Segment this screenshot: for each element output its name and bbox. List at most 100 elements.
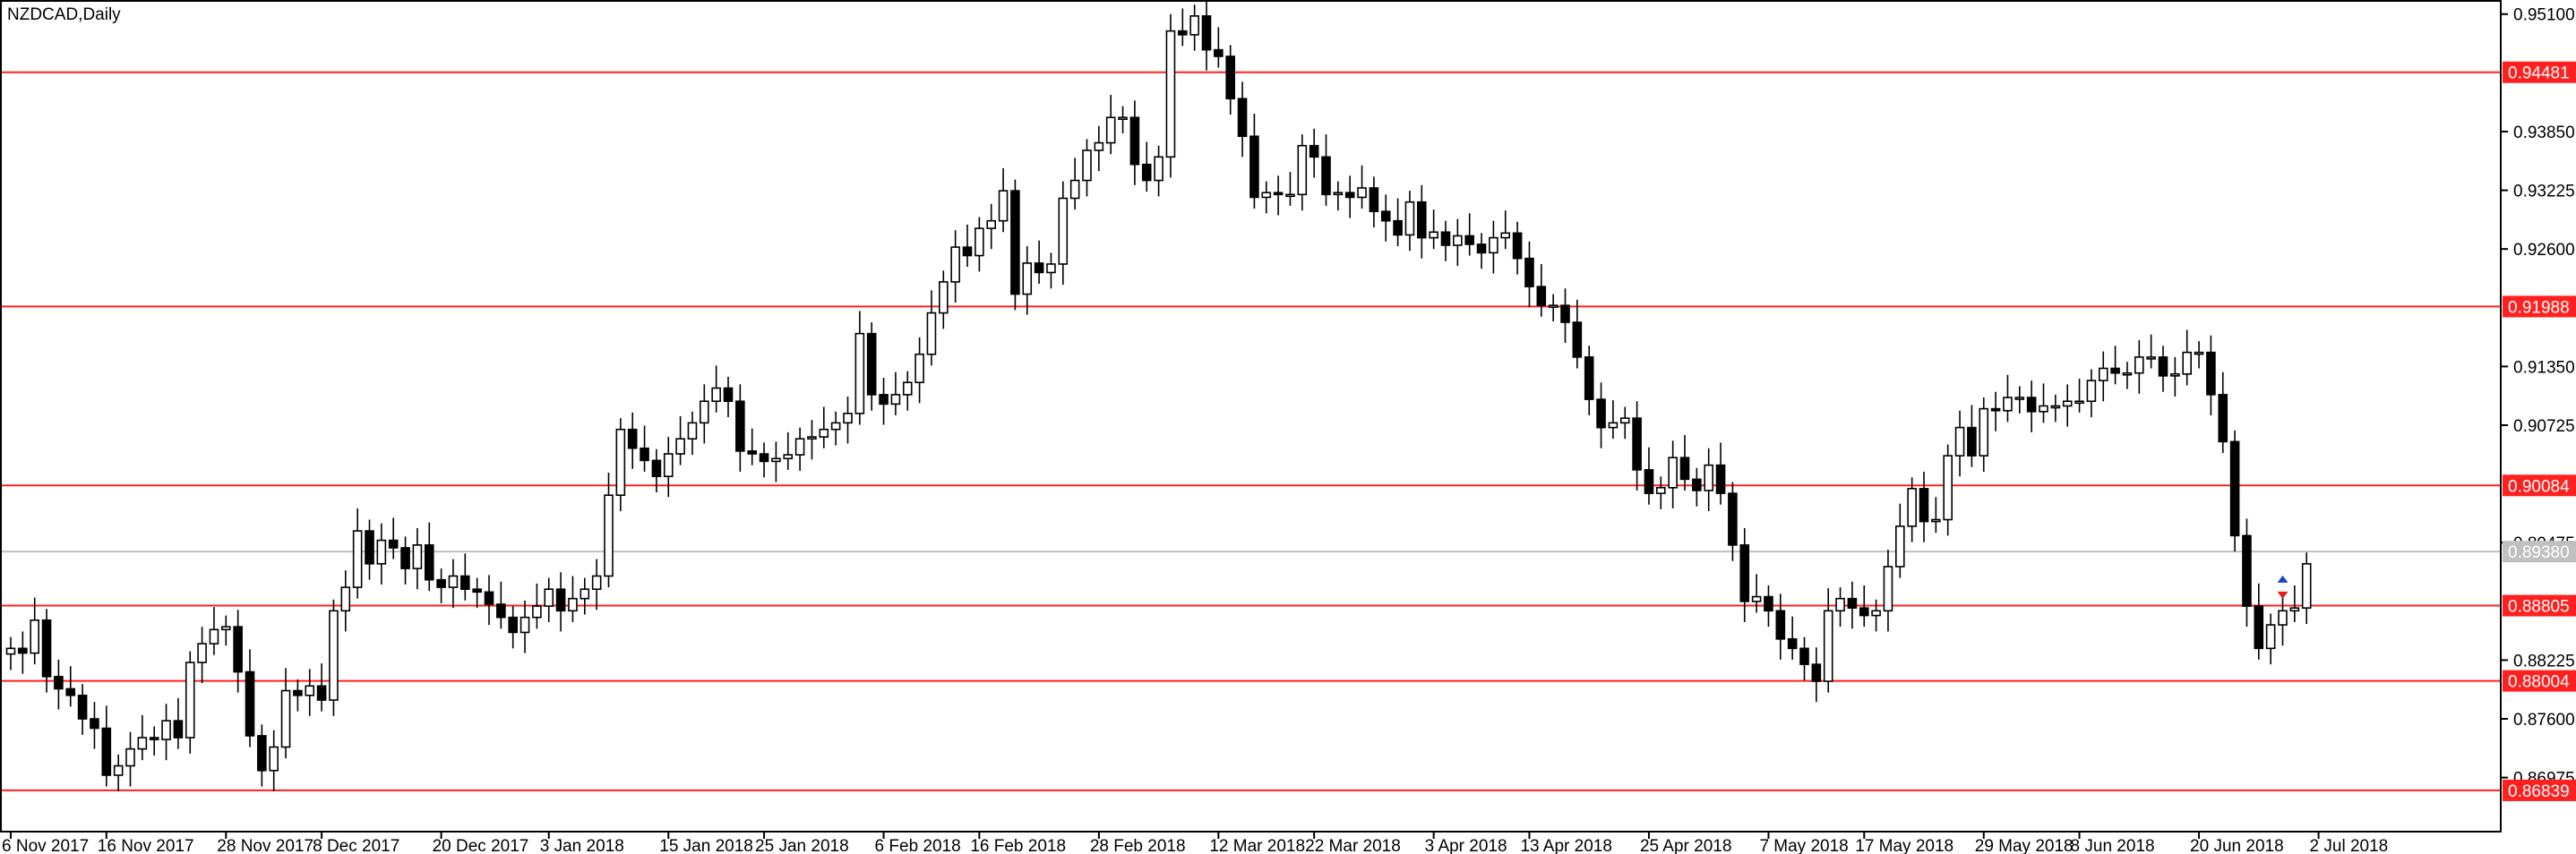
candle-78[interactable]: [939, 270, 949, 329]
candle-5[interactable]: [65, 666, 76, 707]
candle-102[interactable]: [1225, 45, 1235, 115]
candle-140[interactable]: [1679, 435, 1690, 491]
candle-95[interactable]: [1141, 141, 1152, 192]
candle-192[interactable]: [2301, 552, 2312, 625]
candle-84[interactable]: [1010, 179, 1020, 311]
candle-42[interactable]: [508, 606, 519, 649]
candle-38[interactable]: [459, 553, 470, 601]
candle-70[interactable]: [843, 396, 853, 444]
candle-155[interactable]: [1859, 585, 1869, 628]
candle-79[interactable]: [950, 230, 960, 303]
candle-107[interactable]: [1285, 172, 1295, 206]
candle-125[interactable]: [1500, 210, 1511, 250]
candle-25[interactable]: [305, 669, 315, 716]
candle-141[interactable]: [1692, 467, 1702, 507]
candle-174[interactable]: [2086, 369, 2097, 418]
candle-39[interactable]: [472, 577, 482, 609]
candle-106[interactable]: [1273, 175, 1284, 216]
candle-154[interactable]: [1847, 581, 1858, 629]
candle-53[interactable]: [640, 425, 649, 472]
candle-45[interactable]: [544, 577, 554, 622]
candle-129[interactable]: [1548, 294, 1558, 322]
candle-150[interactable]: [1799, 636, 1809, 680]
candle-87[interactable]: [1046, 252, 1056, 289]
candle-134[interactable]: [1608, 400, 1619, 440]
candle-147[interactable]: [1764, 585, 1773, 628]
candle-64[interactable]: [771, 441, 781, 483]
candle-132[interactable]: [1584, 346, 1594, 415]
candle-23[interactable]: [280, 668, 291, 759]
candle-6[interactable]: [77, 684, 88, 735]
candle-191[interactable]: [2289, 585, 2300, 622]
candle-171[interactable]: [2050, 394, 2061, 423]
candle-188[interactable]: [2254, 583, 2264, 660]
candle-65[interactable]: [783, 431, 794, 470]
candle-91[interactable]: [1094, 125, 1104, 172]
candle-40[interactable]: [484, 575, 494, 626]
candle-63[interactable]: [759, 442, 769, 478]
candle-124[interactable]: [1489, 220, 1498, 274]
candle-126[interactable]: [1512, 221, 1523, 275]
candle-35[interactable]: [424, 522, 434, 592]
candle-13[interactable]: [161, 704, 171, 761]
candle-47[interactable]: [568, 576, 578, 622]
candle-153[interactable]: [1835, 587, 1845, 628]
candle-151[interactable]: [1811, 647, 1822, 703]
candle-176[interactable]: [2110, 346, 2120, 385]
candle-133[interactable]: [1596, 382, 1606, 448]
candle-12[interactable]: [149, 726, 159, 756]
candle-115[interactable]: [1380, 194, 1391, 242]
candle-71[interactable]: [854, 311, 865, 425]
candle-110[interactable]: [1321, 134, 1331, 206]
candle-177[interactable]: [2122, 362, 2133, 389]
candle-128[interactable]: [1536, 263, 1547, 317]
candle-86[interactable]: [1034, 240, 1044, 285]
candle-18[interactable]: [221, 615, 231, 646]
candle-48[interactable]: [580, 577, 590, 615]
candle-119[interactable]: [1429, 209, 1438, 250]
candle-58[interactable]: [699, 384, 709, 444]
candle-15[interactable]: [185, 651, 195, 754]
candle-183[interactable]: [2194, 341, 2204, 369]
candle-26[interactable]: [316, 663, 327, 712]
candle-180[interactable]: [2158, 346, 2168, 392]
candle-49[interactable]: [591, 559, 602, 611]
candle-161[interactable]: [1931, 497, 1941, 534]
candle-131[interactable]: [1572, 299, 1583, 369]
candle-156[interactable]: [1871, 599, 1881, 632]
candle-130[interactable]: [1560, 288, 1570, 344]
candle-20[interactable]: [245, 649, 255, 747]
candle-139[interactable]: [1668, 440, 1678, 508]
candle-56[interactable]: [675, 416, 685, 465]
candle-165[interactable]: [1979, 397, 1989, 472]
candle-96[interactable]: [1154, 145, 1163, 197]
candle-55[interactable]: [663, 437, 674, 498]
candle-7[interactable]: [90, 702, 99, 749]
candle-158[interactable]: [1895, 503, 1905, 578]
candle-167[interactable]: [2003, 374, 2013, 423]
candle-159[interactable]: [1907, 477, 1917, 542]
candle-83[interactable]: [998, 167, 1009, 233]
candle-121[interactable]: [1453, 218, 1463, 267]
candle-32[interactable]: [388, 517, 399, 559]
candle-75[interactable]: [902, 371, 913, 411]
candle-21[interactable]: [257, 724, 267, 787]
candle-66[interactable]: [794, 427, 805, 471]
candle-190[interactable]: [2278, 594, 2288, 646]
candle-105[interactable]: [1261, 181, 1272, 214]
candle-67[interactable]: [807, 420, 817, 460]
candle-46[interactable]: [555, 572, 566, 632]
candle-41[interactable]: [496, 581, 506, 629]
candle-168[interactable]: [2014, 386, 2025, 414]
candle-100[interactable]: [1201, 0, 1212, 71]
candle-89[interactable]: [1069, 158, 1080, 210]
candle-146[interactable]: [1751, 574, 1762, 613]
candle-173[interactable]: [2074, 379, 2084, 413]
candle-186[interactable]: [2229, 430, 2240, 552]
candle-30[interactable]: [365, 519, 374, 580]
candle-97[interactable]: [1165, 13, 1176, 178]
candle-103[interactable]: [1237, 81, 1248, 158]
candle-34[interactable]: [412, 527, 423, 590]
candle-182[interactable]: [2182, 329, 2192, 386]
